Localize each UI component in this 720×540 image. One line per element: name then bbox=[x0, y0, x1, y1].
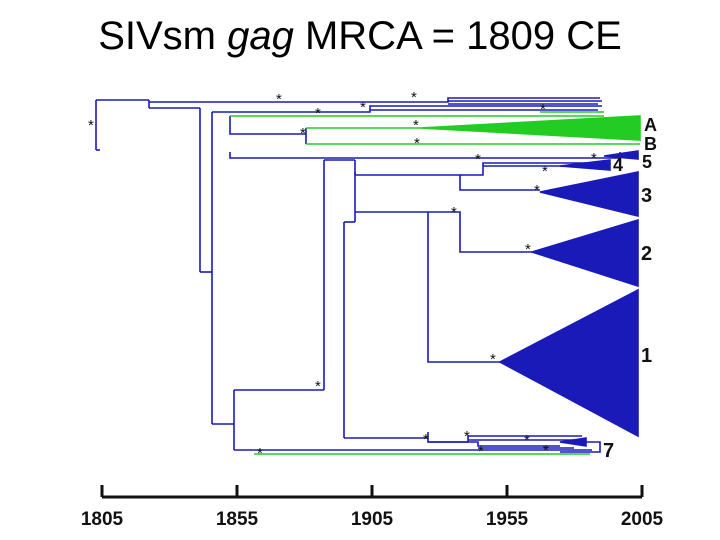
support-asterisk: * bbox=[423, 431, 429, 448]
support-asterisk: * bbox=[478, 443, 484, 460]
support-asterisk: * bbox=[464, 428, 470, 445]
clade-label-1: 1 bbox=[641, 345, 652, 367]
support-asterisk: * bbox=[315, 378, 321, 395]
clade-triangle-2 bbox=[529, 218, 639, 288]
support-asterisk: * bbox=[276, 91, 282, 108]
support-asterisk: * bbox=[413, 117, 419, 134]
clade-triangle-4 bbox=[559, 159, 611, 171]
support-asterisk: * bbox=[525, 241, 531, 258]
title-prefix: SIVsm bbox=[98, 14, 228, 58]
clade-labels: A B 5 4 3 2 1 7 bbox=[603, 115, 657, 462]
clade-triangle-1 bbox=[498, 288, 639, 438]
support-asterisk: * bbox=[315, 105, 321, 122]
slide-title: SIVsm gag MRCA = 1809 CE bbox=[0, 14, 720, 59]
clade-label-2: 2 bbox=[641, 243, 652, 265]
support-asterisk: * bbox=[257, 445, 263, 462]
green-lineages bbox=[230, 111, 640, 455]
clade-label-B: B bbox=[644, 134, 657, 154]
support-asterisk: * bbox=[475, 151, 481, 168]
axis-tick-label: 1855 bbox=[216, 509, 259, 530]
support-asterisk: * bbox=[542, 163, 548, 180]
support-asterisk: * bbox=[540, 101, 546, 118]
clade-label-4: 4 bbox=[613, 155, 623, 175]
clade-label-7: 7 bbox=[603, 440, 614, 462]
clade-label-3: 3 bbox=[641, 185, 652, 207]
support-asterisk: * bbox=[300, 125, 306, 142]
axis-tick-label: 1905 bbox=[351, 509, 394, 530]
time-axis bbox=[100, 485, 644, 499]
axis-tick-labels: 1805 1855 1905 1955 2005 bbox=[81, 509, 664, 530]
clade-label-A: A bbox=[644, 115, 657, 135]
support-asterisk: * bbox=[543, 442, 549, 459]
support-asterisk: * bbox=[360, 99, 366, 116]
axis-tick-label: 2005 bbox=[621, 509, 664, 530]
clade-triangle-3 bbox=[539, 171, 639, 218]
support-asterisk: * bbox=[524, 432, 530, 449]
top-clades bbox=[149, 97, 602, 144]
support-asterisks: * * * * * * * * * * * * * * * * * * * * … bbox=[88, 89, 597, 462]
support-asterisk: * bbox=[414, 135, 420, 152]
support-asterisk: * bbox=[411, 89, 417, 106]
support-asterisk: * bbox=[490, 351, 496, 368]
root-branches bbox=[95, 99, 234, 425]
support-asterisk: * bbox=[88, 117, 94, 134]
clade-triangle-5 bbox=[603, 150, 639, 160]
title-suffix: MRCA = 1809 CE bbox=[293, 14, 622, 58]
clade-label-5: 5 bbox=[642, 152, 652, 172]
axis-tick-label: 1955 bbox=[486, 509, 529, 530]
tree bbox=[95, 97, 641, 455]
axis-tick-label: 1805 bbox=[81, 509, 124, 530]
support-asterisk: * bbox=[451, 204, 457, 221]
support-asterisk: * bbox=[591, 150, 597, 167]
title-gene: gag bbox=[227, 14, 294, 58]
clade-triangle-A bbox=[419, 115, 641, 141]
support-asterisk: * bbox=[534, 182, 540, 199]
